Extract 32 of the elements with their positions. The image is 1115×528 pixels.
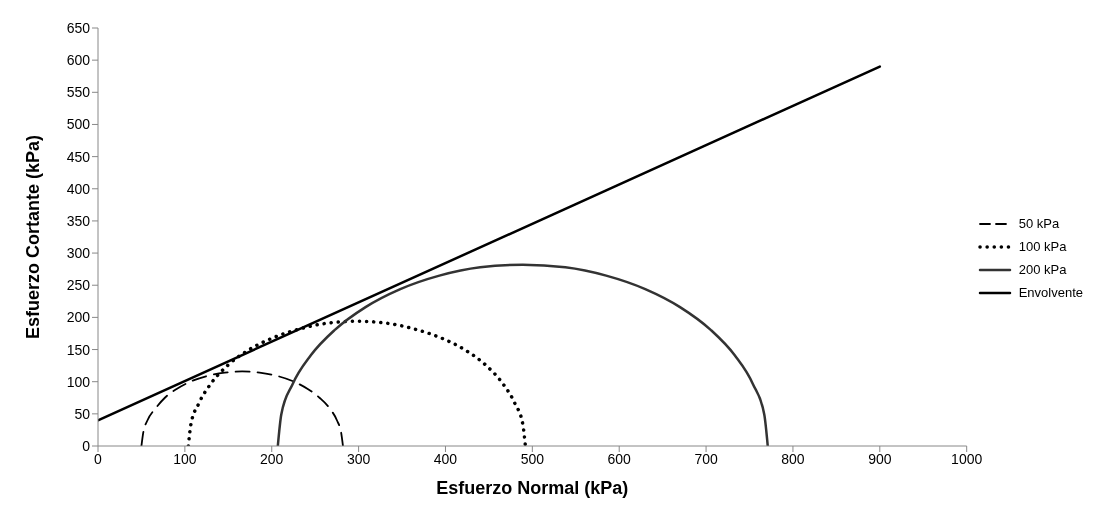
y-tick-label: 550 — [66, 84, 91, 101]
y-tick-label: 350 — [66, 212, 91, 229]
y-tick-label: 150 — [66, 341, 91, 358]
line-series — [276, 263, 769, 446]
y-tick-label: 250 — [66, 277, 91, 294]
x-tick-label: 400 — [433, 450, 458, 467]
x-tick-label: 1000 — [951, 450, 983, 467]
x-tick-label: 900 — [868, 450, 892, 467]
y-tick-label: 200 — [66, 309, 91, 326]
x-tick-label: 100 — [173, 450, 197, 467]
legend-label: Envolvente — [1018, 285, 1083, 300]
legend-label: 50 kPa — [1018, 216, 1060, 231]
x-tick-label: 500 — [520, 450, 545, 467]
y-axis-title: Esfuerzo Cortante (kPa) — [23, 134, 44, 340]
y-tick-label: 50 — [74, 405, 91, 422]
x-tick-label: 0 — [94, 450, 103, 467]
x-tick-label: 800 — [781, 450, 805, 467]
y-tick-label: 100 — [66, 373, 91, 390]
x-tick-label: 300 — [346, 450, 371, 467]
y-tick-label: 0 — [82, 437, 91, 454]
y-tick-label: 650 — [66, 19, 91, 36]
x-tick-label: 700 — [694, 450, 718, 467]
legend-label: 200 kPa — [1018, 262, 1067, 277]
y-tick-label: 600 — [66, 52, 91, 69]
y-tick-label: 500 — [66, 116, 91, 133]
legend-label: 100 kPa — [1018, 239, 1067, 254]
y-tick-label: 400 — [66, 180, 91, 197]
y-tick-label: 300 — [66, 245, 91, 262]
y-tick-label: 450 — [66, 148, 91, 165]
x-tick-label: 600 — [607, 450, 632, 467]
x-tick-label: 200 — [260, 450, 284, 467]
x-axis-title: Esfuerzo Normal (kPa) — [436, 478, 629, 498]
